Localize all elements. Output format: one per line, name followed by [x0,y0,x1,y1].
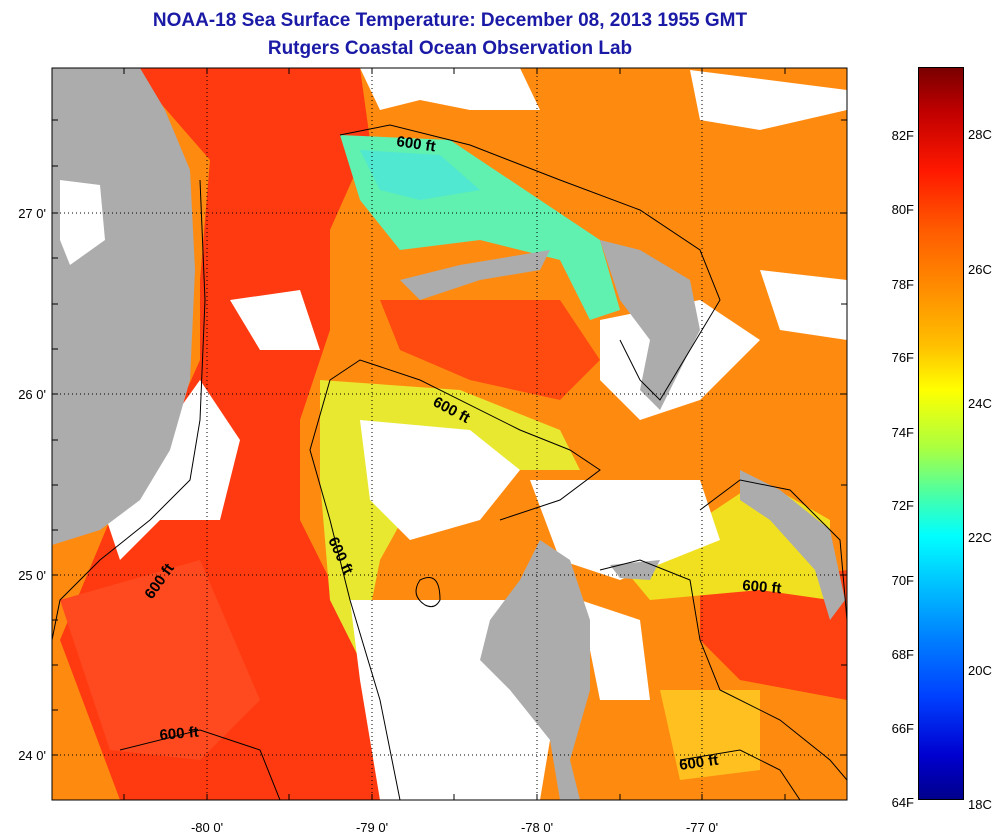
cloud-coast [100,380,240,560]
warm-patch [380,300,600,400]
map-grid [52,68,847,800]
cool-band-south [660,690,760,780]
cloud-small-3 [760,270,847,340]
lake-okeechobee-cloud [60,180,105,265]
cloud-small [230,290,320,350]
sst-field [52,68,847,800]
contour-label-sw: 600 ft [159,724,200,744]
colorbar-label-20c: 20C [968,663,992,678]
cloud-small-2 [580,600,650,700]
lat-label-25: 25 0' [18,568,46,583]
lon-label-77: -77 0' [685,820,719,835]
colorbar-label-22c: 22C [968,530,992,545]
warm-patch-east [700,570,847,700]
colorbar-label-24c: 24C [968,396,992,411]
warm-patch-south [60,560,260,760]
colorbar-label-80f: 80F [891,202,914,217]
cloud-ne [690,70,847,130]
cloud-north [360,68,540,110]
map-title: NOAA-18 Sea Surface Temperature: Decembe… [152,10,748,31]
cloud-se [530,480,720,580]
cloud-center [360,420,520,540]
temperature-colorbar [918,67,964,800]
colorbar-label-82f: 82F [891,128,914,143]
colorbar-label-76f: 76F [891,350,914,365]
eleuthera [740,470,845,620]
contour-label-east: 600 ft [742,577,783,597]
isobath-contours [52,124,847,800]
colorbar-label-74f: 74F [891,425,914,440]
lat-label-26: 26 0' [18,387,46,402]
axis-ticks [52,68,847,800]
contour-label-se: 600 ft [678,752,719,774]
lat-label-27: 27 0' [18,206,46,221]
abaco [600,240,700,410]
map-frame [51,67,848,801]
andros [480,540,590,800]
colorbar-label-72f: 72F [891,498,914,513]
colorbar-label-70f: 70F [891,573,914,588]
lon-label-79: -79 0' [355,820,389,835]
colorbar-label-26c: 26C [968,262,992,277]
contour-label-north: 600 ft [395,133,436,155]
lat-label-24: 24 0' [18,748,46,763]
colorbar-label-64f: 64F [891,795,914,810]
grand-bahama [400,250,550,300]
colorbar-label-66f: 66F [891,721,914,736]
colorbar-label-18c: 18C [968,797,992,812]
map-subtitle: Rutgers Coastal Ocean Observation Lab [267,38,633,59]
new-providence [610,560,660,580]
colorbar-label-78f: 78F [891,277,914,292]
cold-patch-core [360,150,480,200]
lon-label-78: -78 0' [520,820,554,835]
colorbar-label-68f: 68F [891,647,914,662]
lon-label-80: -80 0' [190,820,224,835]
colorbar-label-28c: 28C [968,127,992,142]
